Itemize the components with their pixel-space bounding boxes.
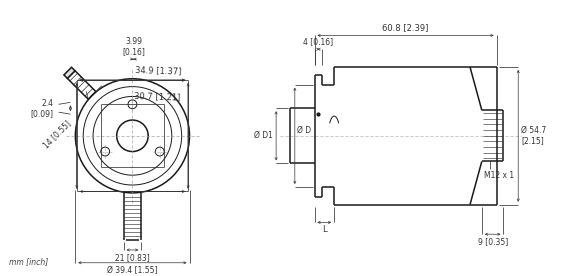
Text: 2.4
[0.09]: 2.4 [0.09] bbox=[31, 99, 54, 118]
Text: 60.8 [2.39]: 60.8 [2.39] bbox=[382, 23, 429, 33]
Text: 30.7 [1.21]: 30.7 [1.21] bbox=[134, 91, 181, 102]
Text: mm [inch]: mm [inch] bbox=[10, 257, 49, 266]
Text: Ø D1: Ø D1 bbox=[254, 131, 273, 140]
Text: 21 [0.83]: 21 [0.83] bbox=[115, 253, 150, 262]
Text: 4 [0.16]: 4 [0.16] bbox=[303, 37, 333, 46]
Text: L: L bbox=[322, 225, 327, 234]
Text: 9 [0.35]: 9 [0.35] bbox=[477, 237, 508, 246]
Text: Ø 39.4 [1.55]: Ø 39.4 [1.55] bbox=[107, 266, 158, 275]
Text: M12 x 1: M12 x 1 bbox=[484, 171, 514, 180]
Polygon shape bbox=[64, 67, 75, 78]
Text: 14 [0.55]: 14 [0.55] bbox=[42, 118, 73, 149]
Text: Ø 54.7
[2.15]: Ø 54.7 [2.15] bbox=[521, 126, 547, 145]
Text: Ø D: Ø D bbox=[297, 125, 311, 134]
Text: 3.99
[0.16]: 3.99 [0.16] bbox=[122, 37, 145, 56]
Text: 34.9 [1.37]: 34.9 [1.37] bbox=[136, 66, 182, 76]
